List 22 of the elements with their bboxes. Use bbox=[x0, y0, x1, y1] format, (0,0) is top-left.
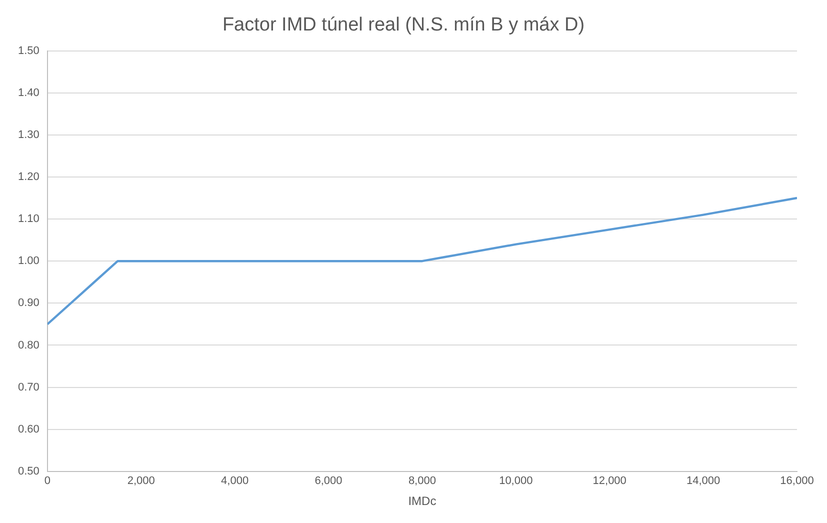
y-tick-label: 0.70 bbox=[18, 381, 40, 394]
x-tick-label: 14,000 bbox=[686, 475, 720, 488]
x-tick-label: 0 bbox=[44, 475, 50, 488]
x-tick-label: 16,000 bbox=[780, 475, 814, 488]
y-tick-label: 1.40 bbox=[18, 86, 40, 99]
x-tick-label: 4,000 bbox=[221, 475, 249, 488]
y-tick-label: 0.80 bbox=[18, 339, 40, 352]
x-axis-title: IMDc bbox=[408, 494, 436, 508]
x-tick-label: 12,000 bbox=[592, 475, 626, 488]
x-tick-label: 6,000 bbox=[314, 475, 342, 488]
y-tick-label: 1.10 bbox=[18, 213, 40, 226]
x-tick-label: 10,000 bbox=[499, 475, 533, 488]
x-tick-label: 2,000 bbox=[127, 475, 155, 488]
y-tick-label: 1.00 bbox=[18, 255, 40, 268]
y-tick-label: 0.90 bbox=[18, 297, 40, 310]
y-tick-label: 1.20 bbox=[18, 171, 40, 184]
y-tick-label: 1.30 bbox=[18, 128, 40, 141]
x-tick-label: 8,000 bbox=[408, 475, 436, 488]
chart-title: Factor IMD túnel real (N.S. mín B y máx D) bbox=[222, 14, 585, 36]
y-tick-label: 0.50 bbox=[18, 465, 40, 478]
y-tick-label: 1.50 bbox=[18, 44, 40, 57]
y-tick-label: 0.60 bbox=[18, 423, 40, 436]
